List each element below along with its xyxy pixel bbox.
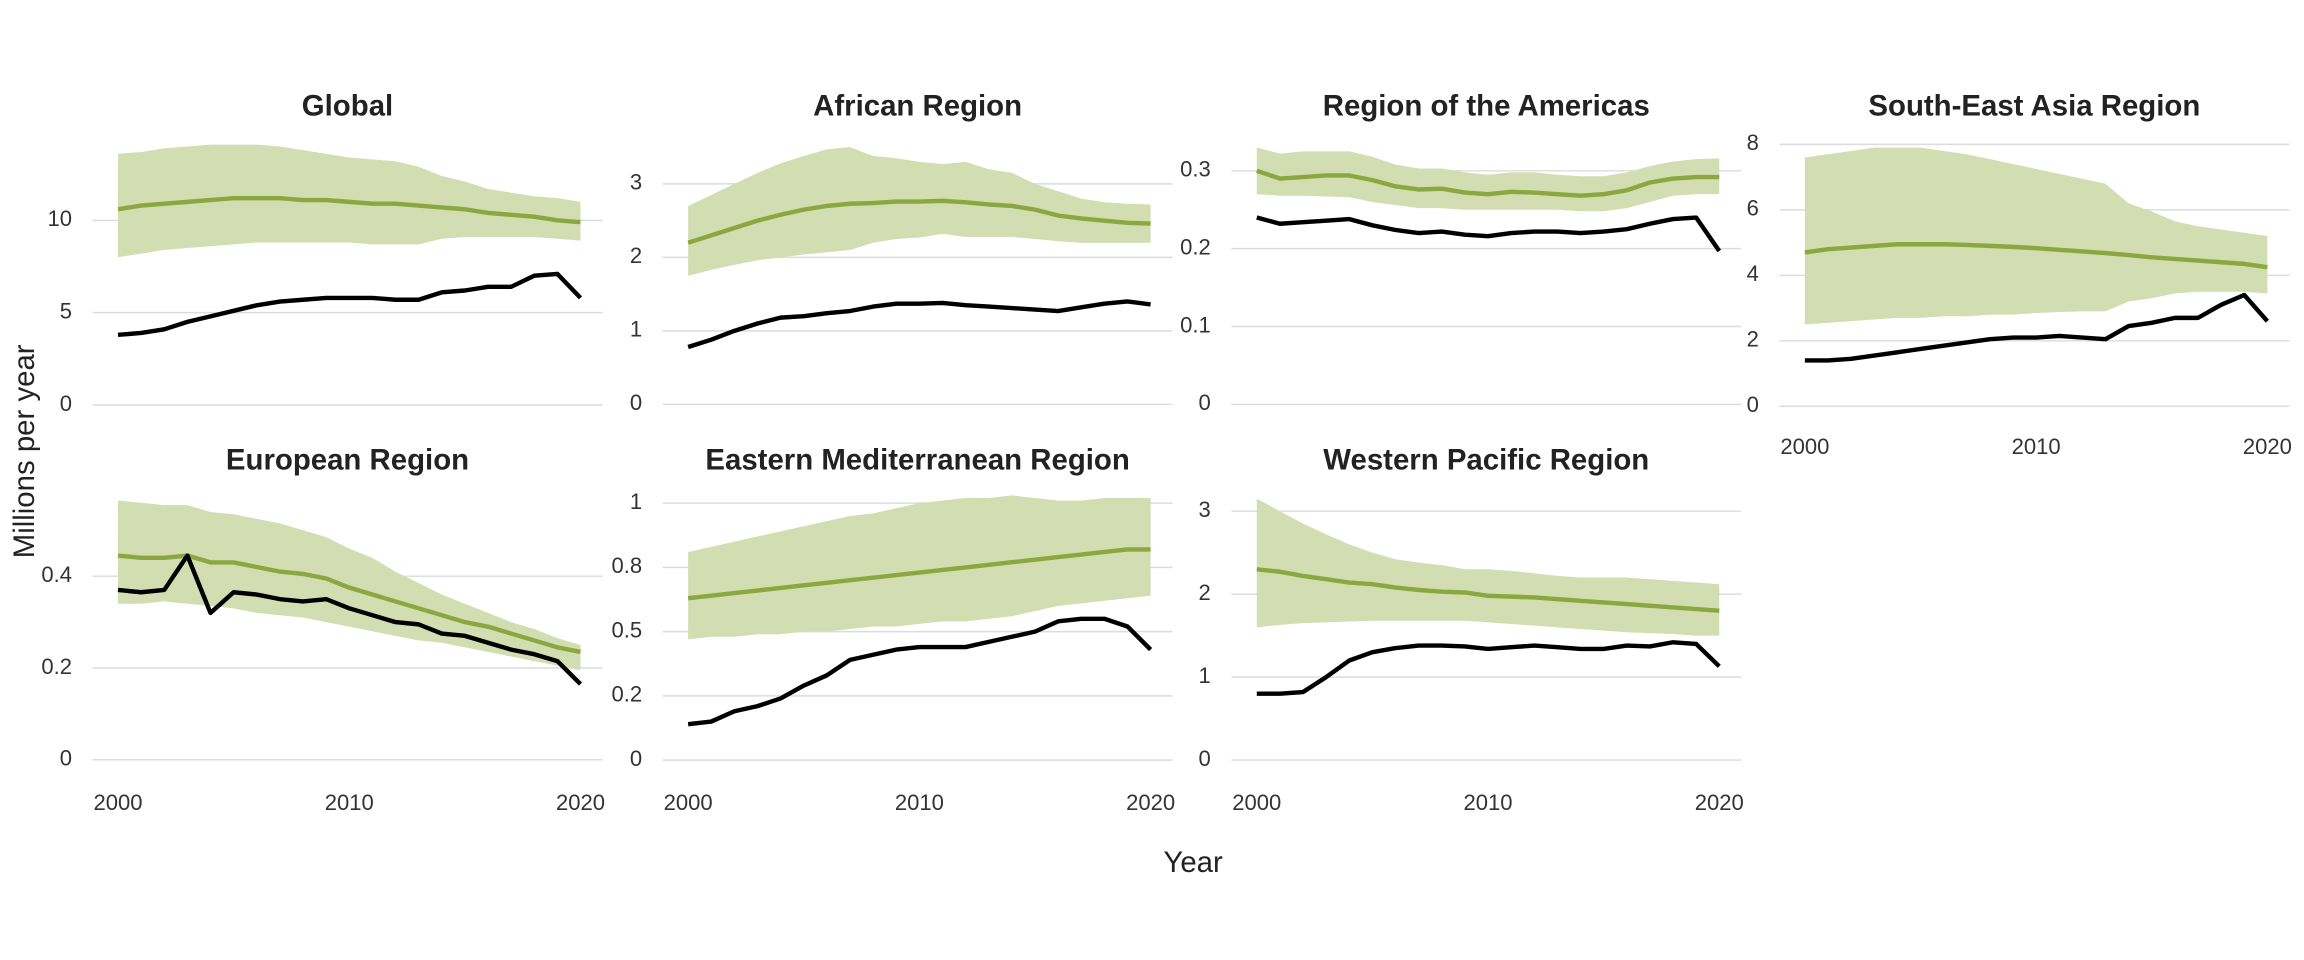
y-tick-label: 0.1 bbox=[1180, 312, 1211, 337]
y-tick-label: 6 bbox=[1747, 196, 1759, 221]
panel-title: Western Pacific Region bbox=[1323, 443, 1649, 476]
y-tick-label: 0.8 bbox=[611, 553, 642, 578]
y-tick-label: 0 bbox=[60, 746, 72, 771]
panel-title: European Region bbox=[226, 443, 469, 476]
x-tick-label: 2000 bbox=[1232, 790, 1281, 815]
y-tick-label: 0 bbox=[1199, 390, 1211, 415]
y-tick-label: 10 bbox=[47, 206, 72, 231]
y-tick-label: 0 bbox=[630, 390, 642, 415]
y-tick-label: 1 bbox=[630, 489, 642, 514]
series-line bbox=[117, 271, 583, 338]
y-tick-label: 0 bbox=[1199, 746, 1211, 771]
series-line bbox=[687, 198, 1151, 245]
y-tick-label: 0 bbox=[1747, 392, 1759, 417]
series-line bbox=[117, 195, 581, 225]
series-line bbox=[687, 616, 1153, 727]
y-tick-label: 3 bbox=[630, 170, 642, 195]
panel-title: African Region bbox=[813, 89, 1022, 122]
y-tick-label: 4 bbox=[1747, 261, 1759, 286]
x-tick-label: 2000 bbox=[664, 790, 713, 815]
y-tick-label: 0 bbox=[630, 746, 642, 771]
x-tick-label: 2020 bbox=[1126, 790, 1175, 815]
y-tick-label: 0.4 bbox=[41, 562, 72, 587]
series-line bbox=[687, 547, 1151, 601]
series-line bbox=[687, 299, 1151, 350]
y-tick-label: 3 bbox=[1199, 497, 1211, 522]
x-tick-label: 2020 bbox=[1695, 790, 1744, 815]
series-line bbox=[1804, 292, 2269, 363]
uncertainty-band bbox=[1804, 147, 2268, 325]
x-tick-label: 2010 bbox=[325, 790, 374, 815]
uncertainty-band bbox=[1256, 498, 1720, 636]
series-line bbox=[1256, 640, 1721, 696]
y-tick-label: 5 bbox=[60, 298, 72, 323]
y-tick-label: 0.3 bbox=[1180, 157, 1211, 182]
y-tick-label: 0.2 bbox=[41, 654, 72, 679]
y-tick-label: 1 bbox=[1199, 663, 1211, 688]
x-axis-label: Year bbox=[1163, 846, 1223, 879]
x-tick-label: 2000 bbox=[93, 790, 142, 815]
uncertainty-band bbox=[688, 495, 1151, 640]
y-tick-label: 0.5 bbox=[611, 617, 642, 642]
y-tick-label: 2 bbox=[1747, 327, 1759, 352]
x-tick-label: 2000 bbox=[1780, 434, 1829, 459]
series-line bbox=[1256, 168, 1720, 198]
panel-title: Eastern Mediterranean Region bbox=[705, 443, 1129, 476]
uncertainty-band bbox=[1256, 147, 1720, 212]
series-line bbox=[1256, 215, 1722, 253]
y-tick-label: 0 bbox=[60, 391, 72, 416]
uncertainty-band bbox=[688, 147, 1151, 276]
x-tick-label: 2010 bbox=[1464, 790, 1513, 815]
y-tick-label: 8 bbox=[1747, 130, 1759, 155]
panel-title: Region of the Americas bbox=[1323, 89, 1650, 122]
series-line bbox=[1256, 567, 1720, 613]
series-line bbox=[117, 553, 583, 686]
x-tick-label: 2010 bbox=[895, 790, 944, 815]
y-tick-label: 2 bbox=[630, 243, 642, 268]
series-line bbox=[117, 553, 581, 655]
x-tick-label: 2020 bbox=[556, 790, 605, 815]
panel-title: Global bbox=[302, 89, 393, 122]
panel-title: South-East Asia Region bbox=[1868, 89, 2200, 122]
y-tick-label: 0.2 bbox=[1180, 235, 1211, 260]
y-axis-label: Millions per year bbox=[8, 344, 41, 558]
x-tick-label: 2020 bbox=[2243, 434, 2292, 459]
series-line bbox=[1804, 242, 2268, 270]
x-tick-label: 2010 bbox=[2012, 434, 2061, 459]
y-tick-label: 1 bbox=[630, 317, 642, 342]
y-tick-label: 0.2 bbox=[611, 682, 642, 707]
y-tick-label: 2 bbox=[1199, 580, 1211, 605]
